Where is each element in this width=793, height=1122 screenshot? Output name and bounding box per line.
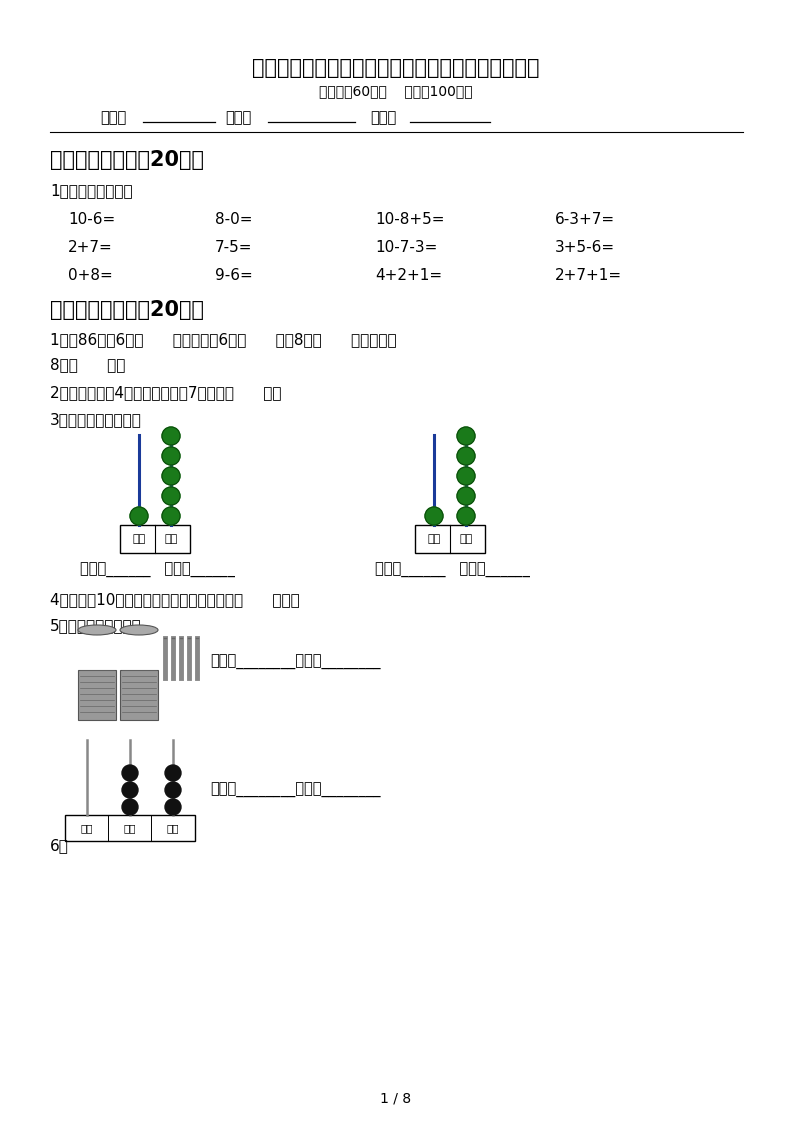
Circle shape (122, 765, 138, 781)
Text: 个位: 个位 (167, 824, 179, 833)
Text: 一、计算小能手（20分）: 一、计算小能手（20分） (50, 150, 204, 171)
Text: 新人教版一年级数学下册期末测试卷及答案【免费】: 新人教版一年级数学下册期末测试卷及答案【免费】 (252, 58, 540, 79)
Text: 姓名：: 姓名： (225, 110, 251, 125)
Text: 4、用一张10元钱买下边一个足球，还找回（      ）元。: 4、用一张10元钱买下边一个足球，还找回（ ）元。 (50, 592, 300, 607)
Text: （时间：60分钟    分数：100分）: （时间：60分钟 分数：100分） (320, 84, 473, 98)
Circle shape (162, 507, 180, 525)
Circle shape (457, 467, 475, 485)
Bar (120, 670, 158, 720)
Circle shape (162, 467, 180, 485)
Circle shape (457, 427, 475, 445)
Text: 个位: 个位 (164, 534, 178, 544)
Circle shape (457, 487, 475, 505)
Text: 十位: 十位 (124, 824, 136, 833)
Circle shape (130, 507, 148, 525)
Circle shape (457, 447, 475, 465)
Text: 6、: 6、 (50, 838, 69, 853)
Text: 4+2+1=: 4+2+1= (375, 268, 442, 283)
Text: 8个（      ）。: 8个（ ）。 (50, 357, 125, 373)
Text: 10-8+5=: 10-8+5= (375, 212, 445, 227)
Ellipse shape (120, 625, 158, 635)
Text: 3+5-6=: 3+5-6= (555, 240, 615, 255)
Circle shape (425, 507, 443, 525)
Circle shape (162, 487, 180, 505)
Bar (415, 525, 485, 553)
Text: 读作：________写作：________: 读作：________写作：________ (210, 783, 381, 798)
Text: 百位: 百位 (81, 824, 94, 833)
Text: 1、直接写出得数。: 1、直接写出得数。 (50, 183, 132, 197)
Text: 8-0=: 8-0= (215, 212, 252, 227)
Text: 二、填空题。（共20分）: 二、填空题。（共20分） (50, 300, 204, 320)
Text: 6-3+7=: 6-3+7= (555, 212, 615, 227)
Text: 写作：______   读作：______: 写作：______ 读作：______ (80, 563, 235, 578)
Text: 7-5=: 7-5= (215, 240, 252, 255)
Text: 班级：: 班级： (100, 110, 126, 125)
Text: 0+8=: 0+8= (68, 268, 113, 283)
Text: 写作：______   读作：______: 写作：______ 读作：______ (375, 563, 530, 578)
Circle shape (165, 782, 181, 798)
Text: 2+7+1=: 2+7+1= (555, 268, 623, 283)
Ellipse shape (78, 625, 116, 635)
Bar (65, 815, 195, 842)
Text: 1、在86中，6在（      ）位，表示6个（      ），8在（      ）位，表示: 1、在86中，6在（ ）位，表示6个（ ），8在（ ）位，表示 (50, 332, 396, 347)
Text: 1 / 8: 1 / 8 (381, 1092, 412, 1106)
Circle shape (122, 799, 138, 815)
Text: 9-6=: 9-6= (215, 268, 253, 283)
Bar (78, 670, 116, 720)
Text: 2、一个加数是4，另一个加数是7，和是（      ）。: 2、一个加数是4，另一个加数是7，和是（ ）。 (50, 385, 282, 401)
Circle shape (162, 447, 180, 465)
Text: 2+7=: 2+7= (68, 240, 113, 255)
Circle shape (457, 507, 475, 525)
Text: 10-6=: 10-6= (68, 212, 115, 227)
Text: 分数：: 分数： (370, 110, 396, 125)
Text: 3、写一写，读一读。: 3、写一写，读一读。 (50, 412, 142, 427)
Circle shape (165, 799, 181, 815)
Circle shape (165, 765, 181, 781)
Text: 十位: 十位 (132, 534, 146, 544)
Text: 5、我会读，我会写。: 5、我会读，我会写。 (50, 618, 142, 633)
Bar (120, 525, 190, 553)
Circle shape (162, 427, 180, 445)
Text: 个位: 个位 (459, 534, 473, 544)
Circle shape (122, 782, 138, 798)
Text: 10-7-3=: 10-7-3= (375, 240, 438, 255)
Text: 十位: 十位 (427, 534, 441, 544)
Text: 读作：________写作：________: 读作：________写作：________ (210, 655, 381, 670)
